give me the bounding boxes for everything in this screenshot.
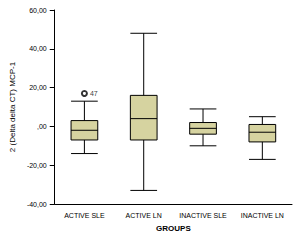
svg-text:20,00: 20,00 <box>29 84 47 91</box>
svg-text:,00: ,00 <box>37 123 47 130</box>
svg-text:47: 47 <box>90 90 98 97</box>
svg-text:GROUPS: GROUPS <box>156 224 191 233</box>
svg-text:ACTIVE LN: ACTIVE LN <box>126 212 162 219</box>
svg-text:60,00: 60,00 <box>29 7 47 14</box>
svg-text:2 (Delta delta CT) MCP-1: 2 (Delta delta CT) MCP-1 <box>8 61 17 152</box>
svg-text:-20,00: -20,00 <box>27 162 47 169</box>
svg-text:40,00: 40,00 <box>29 45 47 52</box>
svg-text:INACTIVE SLE: INACTIVE SLE <box>179 212 227 219</box>
svg-text:ACTIVE SLE: ACTIVE SLE <box>64 212 105 219</box>
svg-text:INACTIVE LN: INACTIVE LN <box>241 212 284 219</box>
svg-text:-40,00: -40,00 <box>27 201 47 208</box>
